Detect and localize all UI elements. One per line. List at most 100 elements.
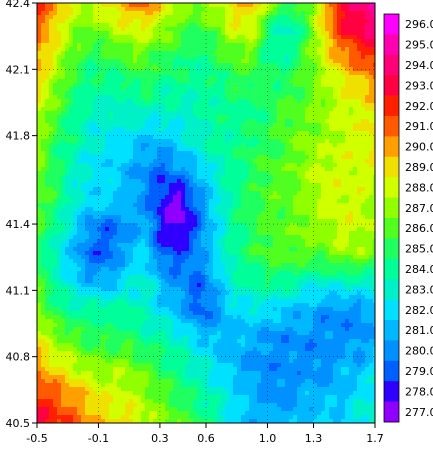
- field-cell: [41, 123, 46, 128]
- field-cell: [337, 103, 342, 108]
- field-cell: [137, 75, 142, 80]
- field-cell: [97, 47, 102, 52]
- field-cell: [73, 215, 78, 220]
- field-cell: [81, 63, 86, 68]
- field-cell: [81, 99, 86, 104]
- field-cell: [157, 179, 162, 184]
- field-cell: [81, 71, 86, 76]
- field-cell: [177, 95, 182, 100]
- field-cell: [273, 11, 278, 16]
- field-cell: [277, 87, 282, 92]
- field-cell: [237, 99, 242, 104]
- field-cell: [241, 79, 246, 84]
- field-cell: [145, 151, 150, 156]
- field-cell: [65, 119, 70, 124]
- field-cell: [313, 27, 318, 32]
- field-cell: [201, 163, 206, 168]
- field-cell: [189, 167, 194, 172]
- field-cell: [309, 27, 314, 32]
- field-cell: [245, 207, 250, 212]
- field-cell: [177, 231, 182, 236]
- field-cell: [61, 203, 66, 208]
- field-cell: [61, 11, 66, 16]
- field-cell: [125, 135, 130, 140]
- field-cell: [61, 91, 66, 96]
- field-cell: [49, 151, 54, 156]
- field-cell: [185, 227, 190, 232]
- field-cell: [153, 119, 158, 124]
- field-cell: [305, 147, 310, 152]
- field-cell: [49, 107, 54, 112]
- field-cell: [261, 91, 266, 96]
- field-cell: [313, 23, 318, 28]
- field-cell: [277, 55, 282, 60]
- field-cell: [53, 191, 58, 196]
- field-cell: [77, 55, 82, 60]
- field-cell: [345, 171, 350, 176]
- field-cell: [309, 51, 314, 56]
- field-cell: [213, 43, 218, 48]
- field-cell: [285, 95, 290, 100]
- field-cell: [57, 35, 62, 40]
- field-cell: [237, 95, 242, 100]
- field-cell: [237, 131, 242, 136]
- field-cell: [149, 103, 154, 108]
- field-cell: [77, 119, 82, 124]
- field-cell: [233, 19, 238, 24]
- field-cell: [289, 215, 294, 220]
- field-cell: [245, 231, 250, 236]
- field-cell: [61, 111, 66, 116]
- field-cell: [345, 83, 350, 88]
- field-cell: [125, 7, 130, 12]
- field-cell: [133, 51, 138, 56]
- field-cell: [173, 91, 178, 96]
- field-cell: [189, 59, 194, 64]
- field-cell: [253, 119, 258, 124]
- field-cell: [65, 151, 70, 156]
- field-cell: [273, 103, 278, 108]
- field-cell: [89, 7, 94, 12]
- field-cell: [305, 183, 310, 188]
- field-cell: [185, 15, 190, 20]
- field-cell: [77, 63, 82, 68]
- field-cell: [361, 11, 366, 16]
- field-cell: [97, 91, 102, 96]
- field-cell: [81, 67, 86, 72]
- field-cell: [365, 227, 370, 232]
- field-cell: [333, 211, 338, 216]
- field-cell: [169, 191, 174, 196]
- field-cell: [181, 95, 186, 100]
- field-cell: [137, 215, 142, 220]
- field-cell: [365, 123, 370, 128]
- field-cell: [153, 151, 158, 156]
- field-cell: [49, 191, 54, 196]
- field-cell: [313, 163, 318, 168]
- field-cell: [349, 15, 354, 20]
- field-cell: [269, 179, 274, 184]
- field-cell: [325, 183, 330, 188]
- field-cell: [173, 215, 178, 220]
- field-cell: [181, 127, 186, 132]
- field-cell: [81, 51, 86, 56]
- field-cell: [265, 107, 270, 112]
- field-cell: [217, 107, 222, 112]
- field-cell: [357, 195, 362, 200]
- field-cell: [97, 135, 102, 140]
- field-cell: [157, 39, 162, 44]
- field-cell: [113, 175, 118, 180]
- field-cell: [229, 35, 234, 40]
- field-cell: [301, 51, 306, 56]
- field-cell: [337, 179, 342, 184]
- field-cell: [301, 179, 306, 184]
- field-cell: [89, 123, 94, 128]
- field-cell: [181, 163, 186, 168]
- field-cell: [373, 3, 375, 8]
- field-cell: [261, 199, 266, 204]
- field-cell: [265, 235, 270, 240]
- field-cell: [121, 211, 126, 216]
- field-cell: [81, 87, 86, 92]
- field-cell: [277, 127, 282, 132]
- field-cell: [109, 203, 114, 208]
- field-cell: [297, 235, 302, 240]
- field-cell: [245, 15, 250, 20]
